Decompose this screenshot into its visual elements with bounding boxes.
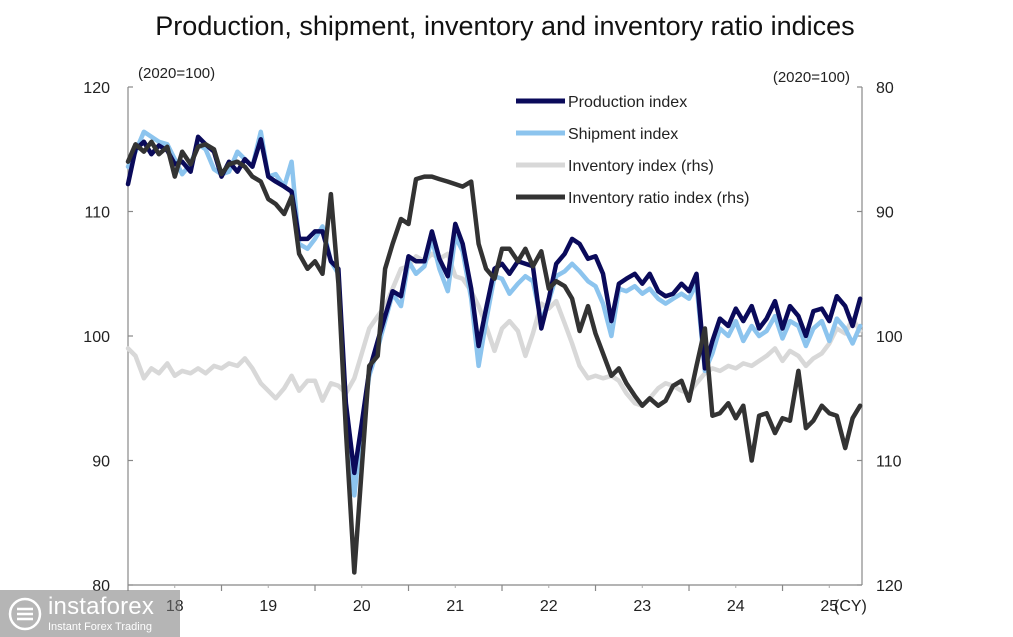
watermark-brand: instaforex [48, 592, 155, 620]
x-tick-label: 21 [446, 598, 464, 615]
legend-label-production: Production index [568, 94, 687, 111]
x-tick-label: 20 [353, 598, 371, 615]
right-axis-unit: (2020=100) [773, 69, 850, 86]
watermark-tagline: Instant Forex Trading [48, 620, 152, 633]
right-tick-label: 100 [876, 329, 903, 346]
inventory-line [125, 251, 863, 408]
left-tick-label: 90 [92, 454, 110, 471]
x-tick-label: 22 [540, 598, 558, 615]
chart-title: Production, shipment, inventory and inve… [155, 11, 854, 41]
x-tick-label: 19 [259, 598, 277, 615]
left-axis-unit: (2020=100) [138, 65, 215, 82]
x-tick-label: 24 [727, 598, 745, 615]
x-tick-label: 23 [633, 598, 651, 615]
left-tick-label: 110 [84, 205, 110, 222]
instaforex-logo-icon [8, 597, 42, 631]
legend-label-inventory-ratio: Inventory ratio index (rhs) [568, 190, 749, 207]
production-line [125, 134, 863, 476]
legend-label-shipment: Shipment index [568, 126, 678, 143]
legend: Production index Shipment index Inventor… [516, 94, 749, 207]
right-tick-label: 90 [876, 205, 894, 222]
right-tick-label: 120 [876, 578, 903, 595]
axis-ticks: 1201101009080809010011012018192021222324… [83, 80, 903, 615]
watermark: instaforex Instant Forex Trading [0, 590, 180, 637]
left-tick-label: 120 [83, 80, 110, 97]
x-tick-label: 25 [820, 598, 838, 615]
legend-label-inventory: Inventory index (rhs) [568, 158, 714, 175]
right-tick-label: 80 [876, 80, 894, 97]
inventory-ratio-line [125, 139, 863, 575]
series-lines [125, 129, 863, 575]
x-axis-unit: (CY) [834, 598, 867, 615]
left-tick-label: 100 [83, 329, 110, 346]
right-tick-label: 110 [876, 454, 902, 471]
